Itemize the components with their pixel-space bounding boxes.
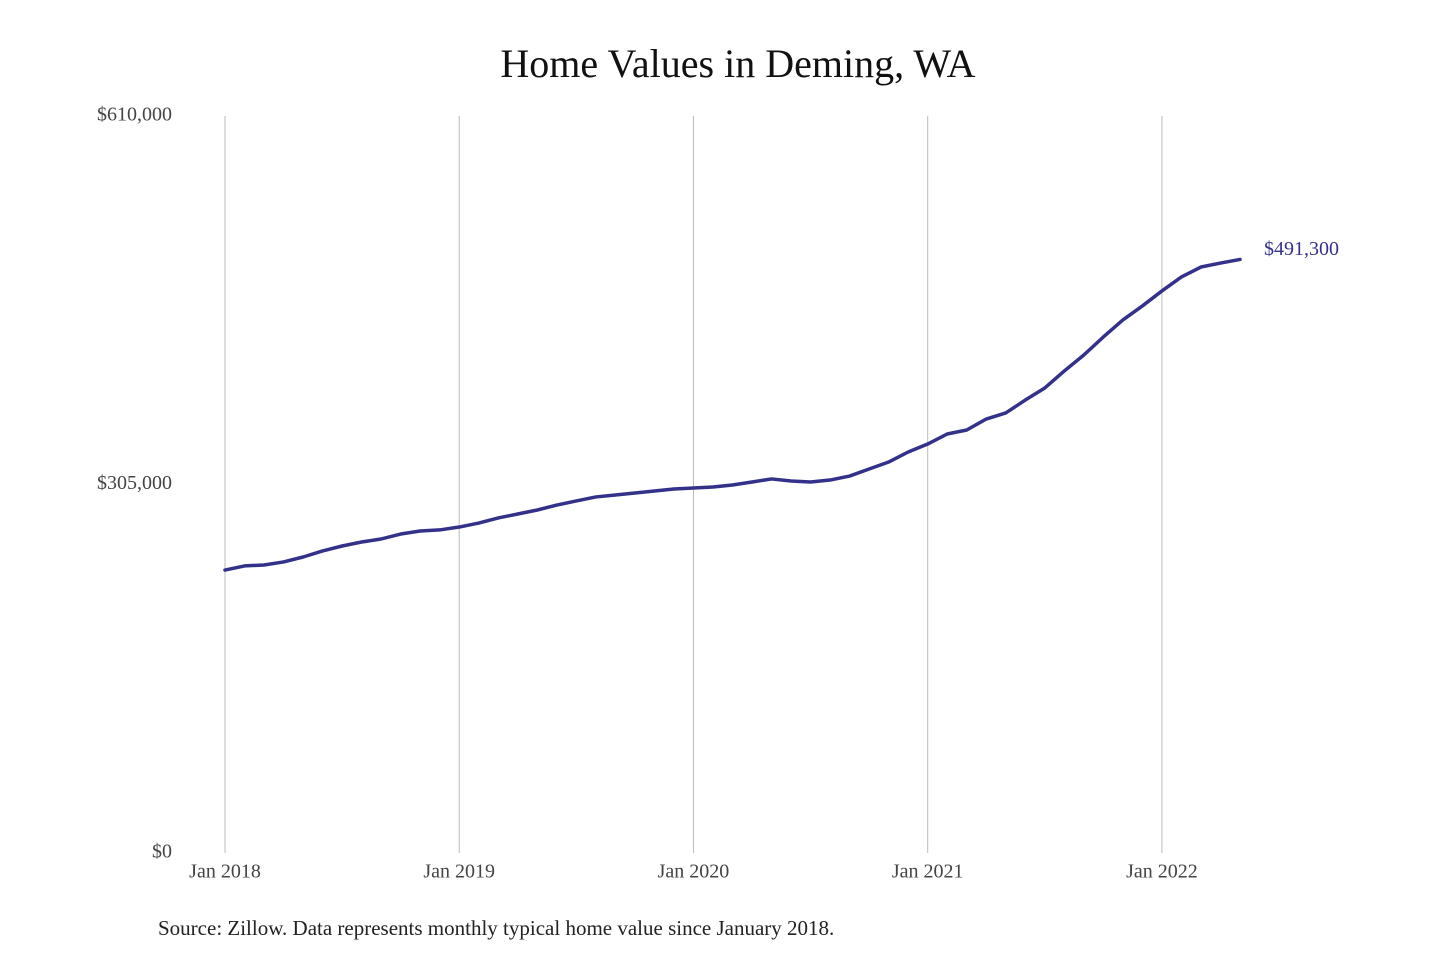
x-tick-label: Jan 2019 [423,861,495,883]
y-tick-label: $610,000 [97,104,172,126]
y-tick-label: $305,000 [97,472,172,494]
x-tick-label: Jan 2021 [892,861,964,883]
data-line [223,257,1242,572]
x-tick-label: Jan 2018 [189,861,261,883]
data-label: $491,300 [1264,238,1339,260]
x-tick-label: Jan 2022 [1126,861,1198,883]
y-tick-label: $0 [152,841,172,863]
source-note: Source: Zillow. Data represents monthly … [158,916,834,940]
x-tick-label: Jan 2020 [658,861,730,883]
chart-title: Home Values in Deming, WA [500,41,975,86]
